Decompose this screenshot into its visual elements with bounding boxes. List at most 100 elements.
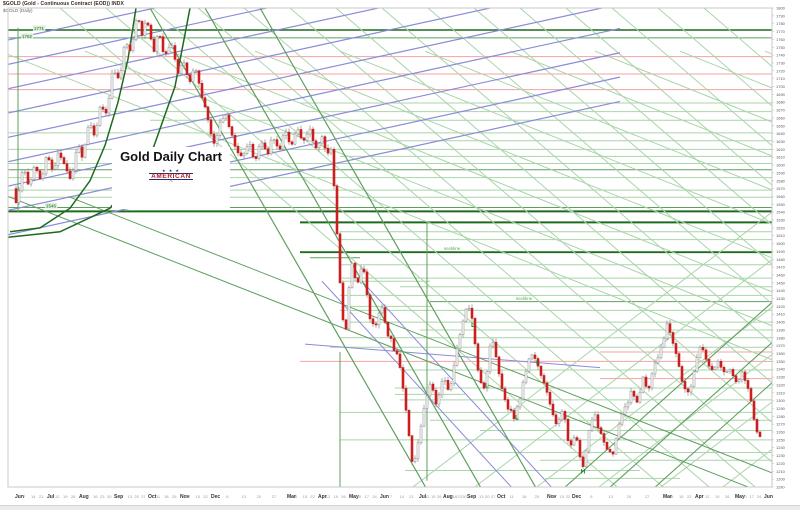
svg-text:1410: 1410 [776, 312, 786, 317]
svg-text:13: 13 [128, 494, 133, 499]
svg-text:1550: 1550 [776, 202, 786, 207]
svg-text:27: 27 [645, 494, 650, 499]
svg-text:7: 7 [390, 494, 393, 499]
svg-text:18: 18 [522, 494, 527, 499]
svg-text:1510: 1510 [776, 233, 786, 238]
svg-text:17: 17 [750, 494, 755, 499]
svg-text:Aug: Aug [79, 494, 89, 500]
svg-text:18: 18 [164, 494, 169, 499]
svg-text:9: 9 [86, 494, 89, 499]
svg-text:1546: 1546 [46, 203, 57, 208]
svg-text:6: 6 [226, 494, 229, 499]
svg-text:Dec: Dec [572, 494, 581, 500]
svg-text:12: 12 [326, 494, 331, 499]
svg-text:1580: 1580 [776, 178, 786, 183]
svg-text:16: 16 [453, 494, 458, 499]
svg-text:22: 22 [203, 494, 208, 499]
svg-text:15: 15 [560, 494, 565, 499]
svg-text:1570: 1570 [776, 186, 786, 191]
svg-text:1250: 1250 [776, 437, 786, 442]
svg-text:1600: 1600 [776, 163, 786, 168]
svg-text:17: 17 [365, 494, 370, 499]
svg-text:24: 24 [372, 494, 377, 499]
svg-text:1650: 1650 [776, 123, 786, 128]
svg-text:L: L [471, 323, 475, 329]
svg-text:1762: 1762 [22, 34, 33, 39]
svg-text:Oct: Oct [497, 494, 506, 500]
logo-text: AMERICAN [149, 173, 193, 180]
symbol-subtitle: $GOLD (Daily) [3, 8, 33, 13]
logo-flourish-icon: ~ [168, 179, 174, 185]
svg-text:1190: 1190 [776, 485, 785, 490]
svg-text:20: 20 [485, 494, 490, 499]
svg-text:25: 25 [172, 494, 177, 499]
svg-text:9: 9 [448, 494, 451, 499]
svg-text:26: 26 [71, 494, 76, 499]
svg-text:1790: 1790 [776, 13, 786, 18]
svg-text:1350: 1350 [776, 359, 786, 364]
svg-text:1440: 1440 [776, 288, 786, 293]
svg-text:May: May [349, 494, 359, 500]
svg-text:Sep: Sep [114, 494, 123, 500]
svg-text:1730: 1730 [776, 60, 786, 65]
svg-text:L: L [515, 415, 519, 421]
logo-stars-icon: ★ ★ ★ [162, 168, 180, 173]
svg-text:1390: 1390 [776, 327, 786, 332]
svg-text:14: 14 [31, 494, 36, 499]
svg-text:10: 10 [742, 494, 747, 499]
svg-text:20: 20 [627, 494, 632, 499]
svg-text:1710: 1710 [776, 76, 786, 81]
svg-text:23: 23 [100, 494, 105, 499]
svg-text:26: 26 [725, 494, 730, 499]
svg-text:neckline: neckline [516, 296, 533, 301]
svg-text:19: 19 [63, 494, 68, 499]
svg-text:26: 26 [437, 494, 442, 499]
svg-text:1430: 1430 [776, 296, 786, 301]
svg-text:27: 27 [141, 494, 146, 499]
svg-text:19: 19 [431, 494, 436, 499]
svg-text:1770: 1770 [776, 29, 786, 34]
svg-text:1540: 1540 [776, 210, 786, 215]
svg-text:7: 7 [121, 494, 124, 499]
svg-text:30: 30 [107, 494, 112, 499]
svg-text:8: 8 [671, 494, 674, 499]
symbol-header: $GOLD (Gold - Continuous Contract (EOD))… [3, 1, 124, 14]
svg-text:L: L [536, 361, 540, 367]
svg-text:1800: 1800 [776, 6, 786, 11]
svg-text:15: 15 [303, 494, 308, 499]
svg-text:1220: 1220 [776, 461, 786, 466]
svg-text:1320: 1320 [776, 382, 786, 387]
svg-text:1490: 1490 [776, 249, 786, 254]
svg-text:Dec: Dec [211, 494, 220, 500]
svg-text:1640: 1640 [776, 131, 786, 136]
svg-text:1300: 1300 [776, 398, 786, 403]
svg-text:21: 21 [39, 494, 44, 499]
svg-text:1690: 1690 [776, 92, 786, 97]
svg-text:Jun: Jun [15, 494, 24, 500]
svg-text:1740: 1740 [776, 53, 786, 58]
svg-text:Aug: Aug [443, 494, 453, 500]
svg-text:12: 12 [705, 494, 710, 499]
svg-text:22: 22 [687, 494, 692, 499]
svg-text:16: 16 [93, 494, 98, 499]
svg-text:Jul: Jul [419, 494, 427, 500]
svg-text:1500: 1500 [776, 241, 786, 246]
svg-text:1630: 1630 [776, 139, 786, 144]
svg-text:1680: 1680 [776, 100, 786, 105]
svg-text:20: 20 [134, 494, 139, 499]
symbol-title: $GOLD (Gold - Continuous Contract (EOD))… [3, 1, 124, 7]
window-edge [0, 505, 800, 510]
svg-text:1420: 1420 [776, 304, 786, 309]
svg-text:1200: 1200 [776, 477, 786, 482]
svg-text:Apr: Apr [695, 494, 704, 500]
svg-text:7: 7 [473, 494, 476, 499]
svg-text:14: 14 [400, 494, 405, 499]
svg-text:Jun: Jun [764, 494, 773, 500]
svg-text:13: 13 [479, 494, 484, 499]
svg-text:10: 10 [357, 494, 362, 499]
svg-text:1530: 1530 [776, 218, 786, 223]
svg-text:22: 22 [310, 494, 315, 499]
chart-title-box: Gold Daily Chart ★ ★ ★ AMERICAN ~ [112, 147, 230, 209]
american-eagle-logo: ★ ★ ★ AMERICAN ~ [149, 168, 193, 185]
